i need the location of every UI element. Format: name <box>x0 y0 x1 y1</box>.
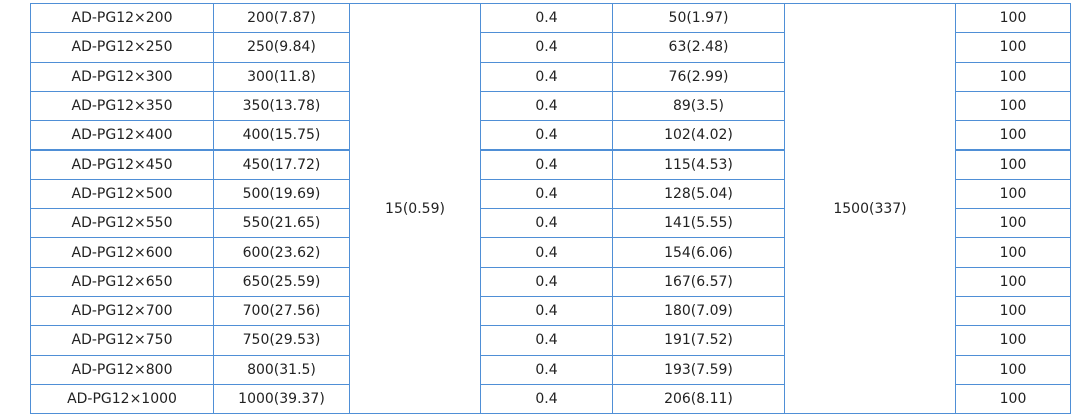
length-cell: 450(17.72) <box>213 149 350 180</box>
length-cell: 700(27.56) <box>213 296 350 327</box>
length-cell: 750(29.53) <box>213 325 350 356</box>
quantity-cell: 100 <box>955 61 1071 92</box>
model-cell: AD-PG12×750 <box>30 325 214 356</box>
merged-cell: 1500(337) <box>784 3 956 415</box>
stroke-cell: 167(6.57) <box>612 266 785 297</box>
pressure-cell: 0.4 <box>480 208 613 239</box>
pressure-cell: 0.4 <box>480 3 613 34</box>
stroke-cell: 154(6.06) <box>612 237 785 268</box>
model-cell: AD-PG12×500 <box>30 178 214 210</box>
length-cell: 300(11.8) <box>213 61 350 92</box>
pressure-cell: 0.4 <box>480 296 613 327</box>
pressure-cell: 0.4 <box>480 61 613 92</box>
pressure-cell: 0.4 <box>480 237 613 268</box>
length-cell: 800(31.5) <box>213 354 350 385</box>
quantity-cell: 100 <box>955 208 1071 239</box>
stroke-cell: 50(1.97) <box>612 3 785 34</box>
pressure-cell: 0.4 <box>480 90 613 122</box>
quantity-cell: 100 <box>955 178 1071 210</box>
stroke-cell: 76(2.99) <box>612 61 785 92</box>
pressure-cell: 0.4 <box>480 178 613 210</box>
length-cell: 650(25.59) <box>213 266 350 297</box>
model-cell: AD-PG12×400 <box>30 120 214 151</box>
model-cell: AD-PG12×200 <box>30 3 214 34</box>
model-cell: AD-PG12×800 <box>30 354 214 385</box>
stroke-cell: 102(4.02) <box>612 120 785 151</box>
model-cell: AD-PG12×650 <box>30 266 214 297</box>
stroke-cell: 191(7.52) <box>612 325 785 356</box>
length-cell: 400(15.75) <box>213 120 350 151</box>
stroke-cell: 89(3.5) <box>612 90 785 122</box>
model-cell: AD-PG12×450 <box>30 149 214 180</box>
length-cell: 200(7.87) <box>213 3 350 34</box>
length-cell: 350(13.78) <box>213 90 350 122</box>
stroke-cell: 180(7.09) <box>612 296 785 327</box>
model-cell: AD-PG12×350 <box>30 90 214 122</box>
stroke-cell: 193(7.59) <box>612 354 785 385</box>
quantity-cell: 100 <box>955 296 1071 327</box>
quantity-cell: 100 <box>955 149 1071 180</box>
length-cell: 1000(39.37) <box>213 383 350 415</box>
model-cell: AD-PG12×600 <box>30 237 214 268</box>
model-cell: AD-PG12×700 <box>30 296 214 327</box>
model-cell: AD-PG12×300 <box>30 61 214 92</box>
quantity-cell: 100 <box>955 266 1071 297</box>
pressure-cell: 0.4 <box>480 383 613 415</box>
stroke-cell: 206(8.11) <box>612 383 785 415</box>
length-cell: 250(9.84) <box>213 32 350 63</box>
pressure-cell: 0.4 <box>480 354 613 385</box>
quantity-cell: 100 <box>955 325 1071 356</box>
length-cell: 500(19.69) <box>213 178 350 210</box>
model-cell: AD-PG12×550 <box>30 208 214 239</box>
merged-cell: 15(0.59) <box>349 3 481 415</box>
pressure-cell: 0.4 <box>480 325 613 356</box>
quantity-cell: 100 <box>955 354 1071 385</box>
quantity-cell: 100 <box>955 120 1071 151</box>
model-cell: AD-PG12×250 <box>30 32 214 63</box>
stroke-cell: 115(4.53) <box>612 149 785 180</box>
quantity-cell: 100 <box>955 383 1071 415</box>
length-cell: 600(23.62) <box>213 237 350 268</box>
quantity-cell: 100 <box>955 237 1071 268</box>
length-cell: 550(21.65) <box>213 208 350 239</box>
pressure-cell: 0.4 <box>480 120 613 151</box>
stroke-cell: 141(5.55) <box>612 208 785 239</box>
pressure-cell: 0.4 <box>480 266 613 297</box>
quantity-cell: 100 <box>955 32 1071 63</box>
pressure-cell: 0.4 <box>480 149 613 180</box>
stroke-cell: 128(5.04) <box>612 178 785 210</box>
stroke-cell: 63(2.48) <box>612 32 785 63</box>
model-cell: AD-PG12×1000 <box>30 383 214 415</box>
quantity-cell: 100 <box>955 3 1071 34</box>
pressure-cell: 0.4 <box>480 32 613 63</box>
quantity-cell: 100 <box>955 90 1071 122</box>
